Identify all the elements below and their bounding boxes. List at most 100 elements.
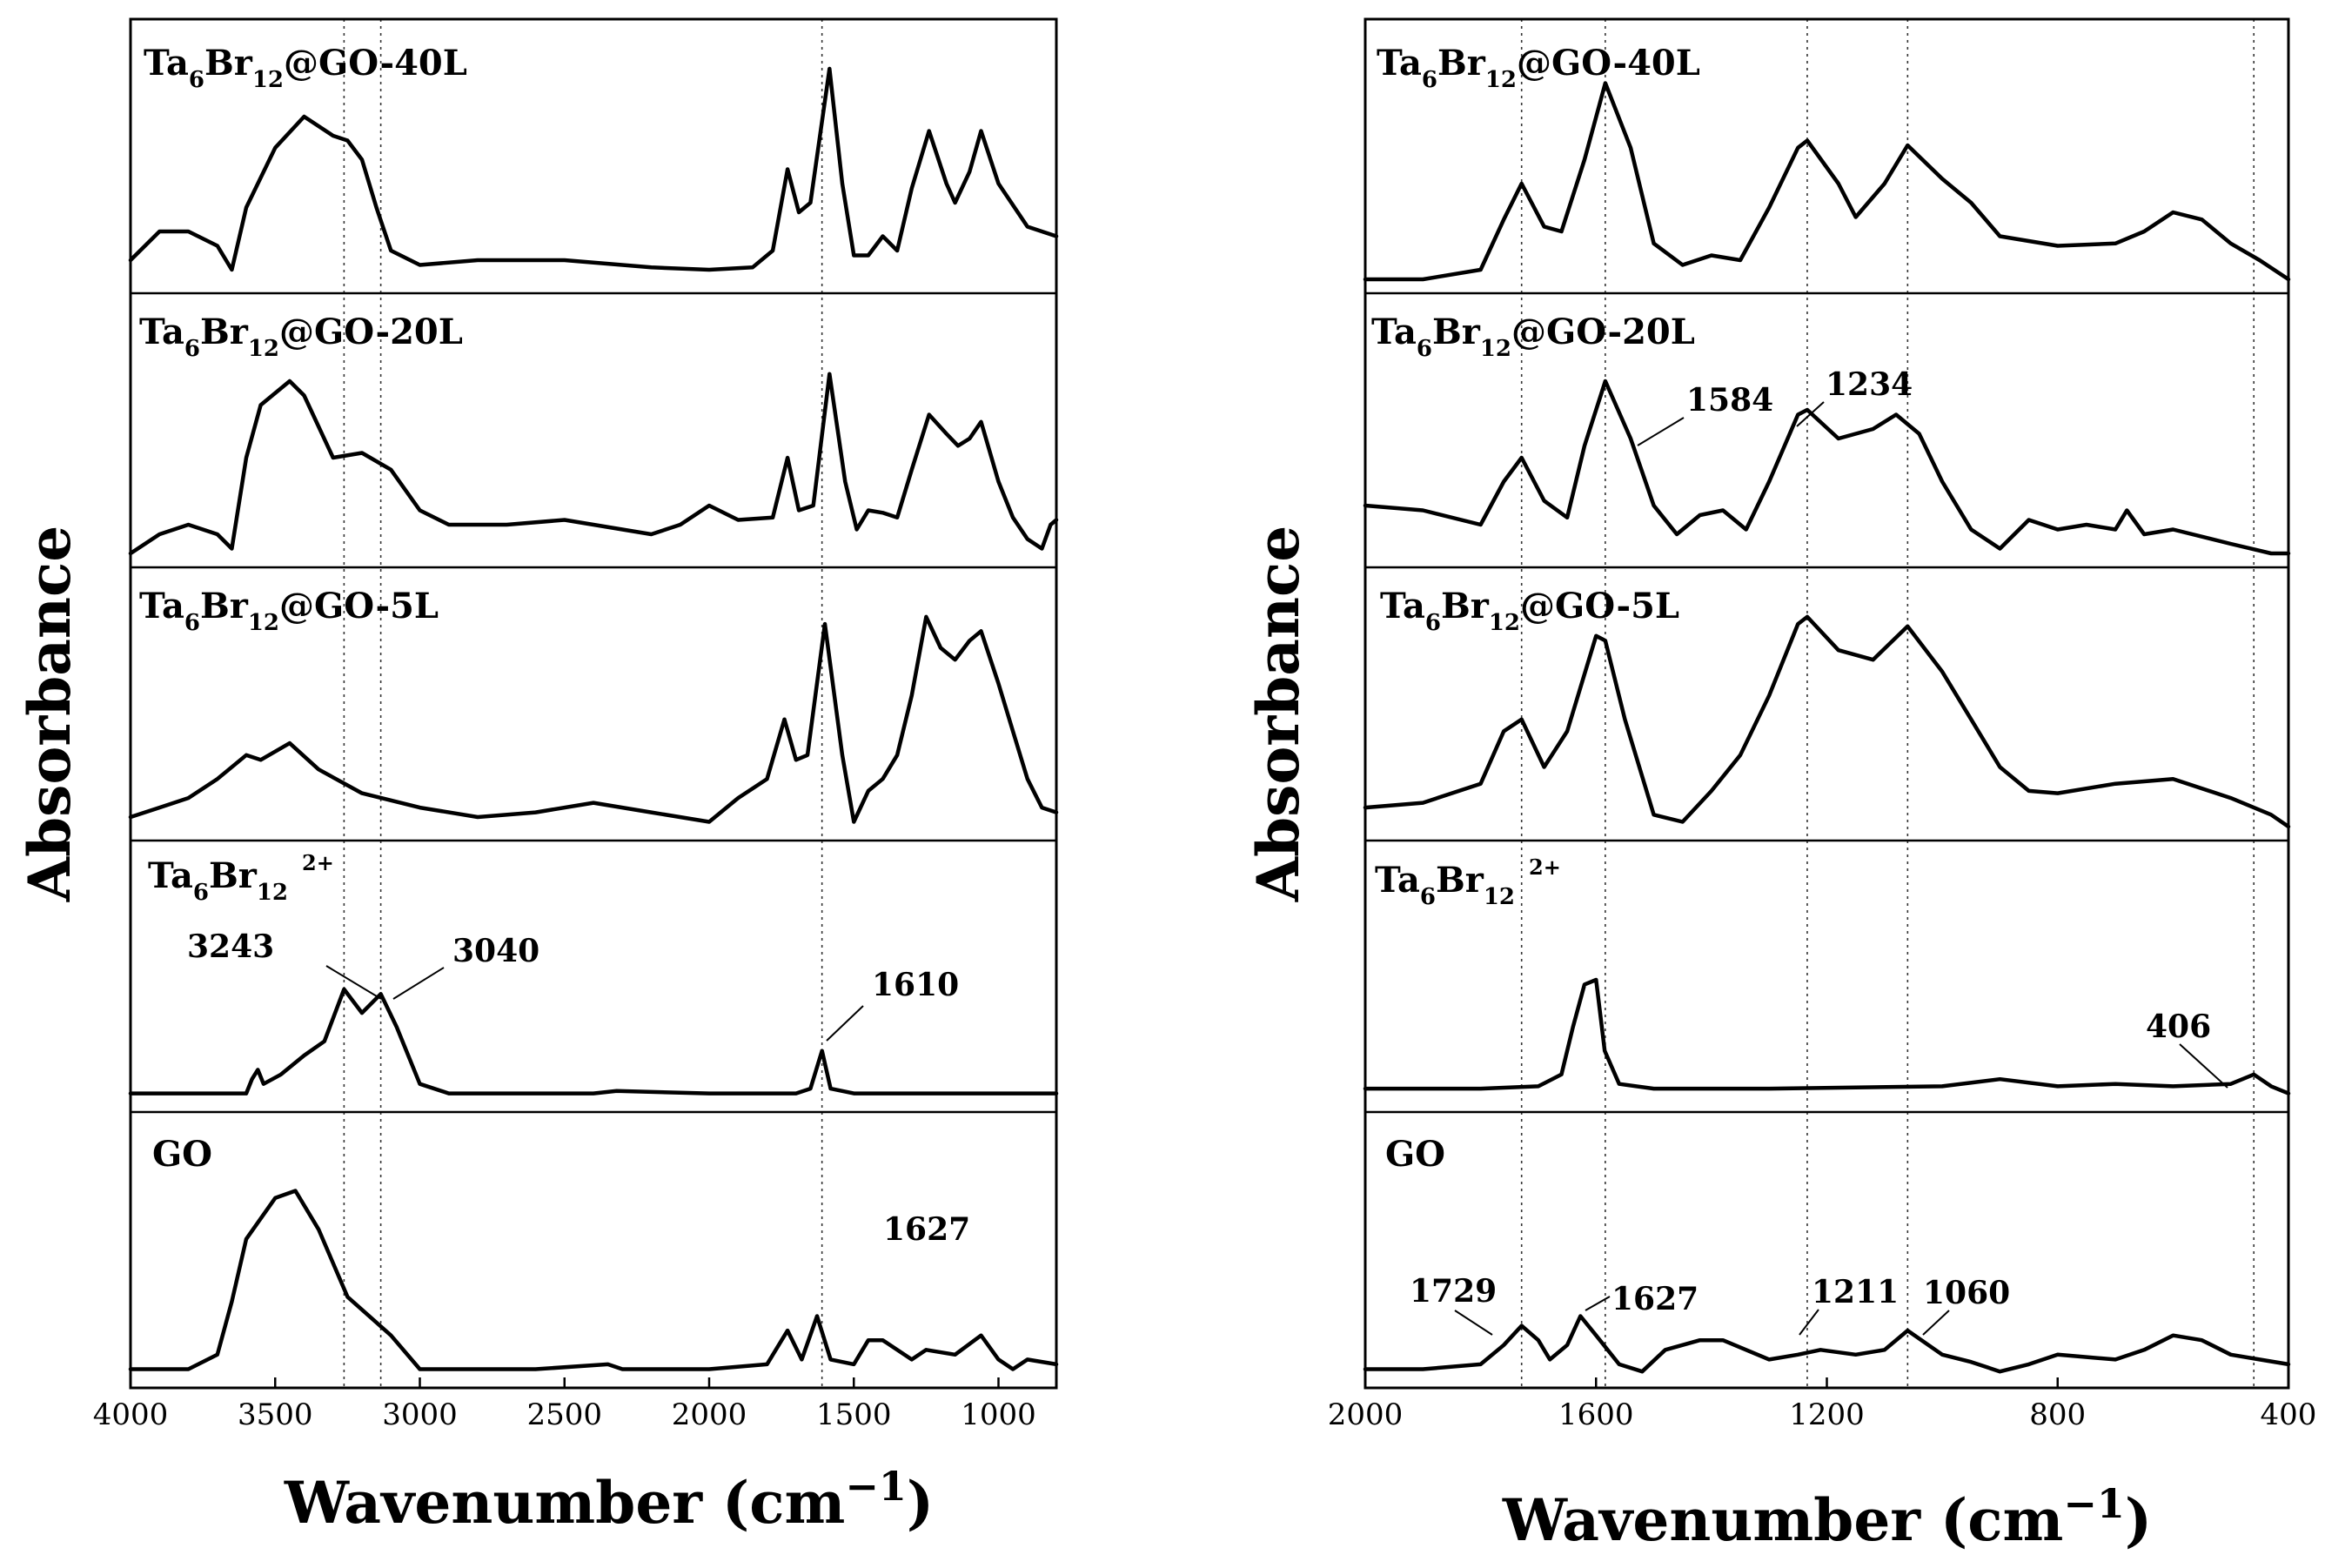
label-sub1: 6 bbox=[1420, 884, 1436, 910]
label-main: Ta bbox=[1371, 312, 1417, 352]
panel-3: Ta6Br12 2+ 406 bbox=[1363, 839, 2291, 1096]
panel-1: Ta6Br12@GO-20L bbox=[128, 291, 1059, 556]
panel-label-3: Ta6Br12 2+ bbox=[148, 850, 334, 906]
x-axis-title-exponent: −1 bbox=[2063, 1480, 2125, 1527]
label-mid: Br bbox=[1441, 586, 1490, 627]
label-mid: Br bbox=[200, 312, 249, 352]
label-sup: 2+ bbox=[302, 850, 334, 875]
label-sub2: 12 bbox=[1484, 884, 1515, 910]
x-axis-title: Wavenumber (cm−1) bbox=[1502, 1480, 2152, 1554]
label-rest: @GO-40L bbox=[1517, 43, 1700, 84]
panel-label-1: Ta6Br12@GO-20L bbox=[1371, 312, 1695, 362]
label-main: Ta bbox=[148, 855, 193, 896]
x-axis-title-close: ) bbox=[2125, 1486, 2152, 1554]
leader-line-3040 bbox=[392, 967, 445, 1000]
peak-label-1584: 1584 bbox=[1686, 382, 1773, 419]
panel-label-4: GO bbox=[1385, 1134, 1445, 1175]
label-rest: @GO-40L bbox=[284, 43, 467, 84]
label-sub2: 12 bbox=[1489, 610, 1520, 636]
x-axis-title-exponent: −1 bbox=[845, 1463, 907, 1510]
leader-line-406 bbox=[2179, 1043, 2228, 1089]
panel-label-0: Ta6Br12@GO-40L bbox=[144, 43, 467, 93]
panel-1: Ta6Br12@GO-20L 1584 1234 bbox=[1363, 291, 2291, 556]
label-sub1: 6 bbox=[1425, 610, 1441, 636]
peak-label-1211: 1211 bbox=[1812, 1274, 1899, 1310]
plot-frame bbox=[129, 17, 1058, 1390]
panel-label-3: Ta6Br12 2+ bbox=[1375, 854, 1561, 910]
x-tick-label-1600: 1600 bbox=[1558, 1397, 1634, 1432]
spectrum-line-0 bbox=[1363, 81, 2291, 282]
leader-line-1584 bbox=[1637, 417, 1685, 446]
x-tick-label-2000: 2000 bbox=[672, 1397, 747, 1432]
panel-label-0: Ta6Br12@GO-40L bbox=[1377, 43, 1700, 93]
label-sub1: 6 bbox=[189, 67, 204, 93]
label-sub1: 6 bbox=[184, 610, 200, 636]
peak-label-3243: 3243 bbox=[187, 928, 274, 965]
leader-line-1234 bbox=[1796, 401, 1825, 427]
spectrum-line-4 bbox=[128, 1189, 1059, 1371]
spectrum-line-4 bbox=[1363, 1314, 2291, 1374]
panel-4: GO 1729 1627 1211 1060 bbox=[1363, 1110, 2291, 1374]
spectrum-line-0 bbox=[128, 66, 1059, 272]
label-main: Ta bbox=[1375, 860, 1420, 901]
peak-label-1060: 1060 bbox=[1923, 1275, 2010, 1311]
label-sub2: 12 bbox=[257, 880, 288, 906]
panel-2: Ta6Br12@GO-5L bbox=[1363, 566, 2291, 829]
leader-line-1627 bbox=[1585, 1296, 1611, 1311]
spectrum-line-2 bbox=[1363, 614, 2291, 829]
label-rest: @GO-5L bbox=[279, 586, 439, 627]
label-sub1: 6 bbox=[1417, 336, 1432, 362]
leader-line-1060 bbox=[1922, 1310, 1950, 1336]
x-axis-title-text: Wavenumber (cm bbox=[1502, 1486, 2063, 1554]
label-main: Ta bbox=[1380, 586, 1425, 627]
spectrum-line-1 bbox=[1363, 379, 2291, 556]
x-axis-title-close: ) bbox=[907, 1469, 934, 1537]
panel-label-4: GO bbox=[152, 1134, 212, 1175]
leader-line-3243 bbox=[325, 965, 382, 1000]
spectrum-line-1 bbox=[128, 372, 1059, 556]
peak-label-1729: 1729 bbox=[1410, 1273, 1497, 1310]
label-mid: Br bbox=[200, 586, 249, 627]
panel-0: Ta6Br12@GO-40L bbox=[1363, 43, 2291, 282]
spectrum-line-2 bbox=[128, 614, 1059, 824]
panel-3: Ta6Br12 2+ 3243 3040 1610 bbox=[128, 839, 1059, 1096]
y-axis-title: Absorbance bbox=[16, 526, 84, 902]
peak-label-406: 406 bbox=[2146, 1008, 2211, 1045]
label-sub2: 12 bbox=[248, 610, 279, 636]
label-main: Ta bbox=[144, 43, 189, 84]
x-tick-label-3500: 3500 bbox=[238, 1397, 313, 1432]
x-axis-title: Wavenumber (cm−1) bbox=[284, 1463, 934, 1537]
leader-line-1610 bbox=[826, 1005, 864, 1042]
leader-line-1729 bbox=[1454, 1310, 1493, 1336]
label-mid: Br bbox=[209, 855, 258, 896]
x-tick-label-2000: 2000 bbox=[1328, 1397, 1404, 1432]
peak-label-1627: 1627 bbox=[883, 1211, 970, 1248]
x-tick-label-800: 800 bbox=[2029, 1397, 2086, 1432]
label-rest: @GO-20L bbox=[1511, 312, 1695, 352]
label-sub1: 6 bbox=[184, 336, 200, 362]
x-tick-label-4000: 4000 bbox=[93, 1397, 169, 1432]
label-main: Ta bbox=[1377, 43, 1422, 84]
peak-label-3040: 3040 bbox=[452, 933, 539, 969]
panel-2: Ta6Br12@GO-5L bbox=[128, 566, 1059, 824]
label-main: Ta bbox=[139, 312, 184, 352]
x-tick-label-1200: 1200 bbox=[1789, 1397, 1865, 1432]
label-sub1: 6 bbox=[1422, 67, 1437, 93]
x-tick-label-3000: 3000 bbox=[382, 1397, 458, 1432]
label-sub2: 12 bbox=[248, 336, 279, 362]
y-axis-title: Absorbance bbox=[1244, 526, 1312, 902]
label-sub2: 12 bbox=[1485, 67, 1517, 93]
label-sub2: 12 bbox=[1480, 336, 1511, 362]
x-tick-label-400: 400 bbox=[2261, 1397, 2317, 1432]
panel-label-1: Ta6Br12@GO-20L bbox=[139, 312, 463, 362]
panel-4: GO 1627 bbox=[128, 1110, 1059, 1371]
label-sub1: 6 bbox=[193, 880, 209, 906]
x-tick-label-2500: 2500 bbox=[526, 1397, 602, 1432]
panel-label-2: Ta6Br12@GO-5L bbox=[1380, 586, 1679, 636]
spectrum-line-3 bbox=[128, 987, 1059, 1096]
x-tick-label-1500: 1500 bbox=[816, 1397, 892, 1432]
peak-label-1610: 1610 bbox=[872, 967, 959, 1003]
label-rest: @GO-5L bbox=[1520, 586, 1679, 627]
